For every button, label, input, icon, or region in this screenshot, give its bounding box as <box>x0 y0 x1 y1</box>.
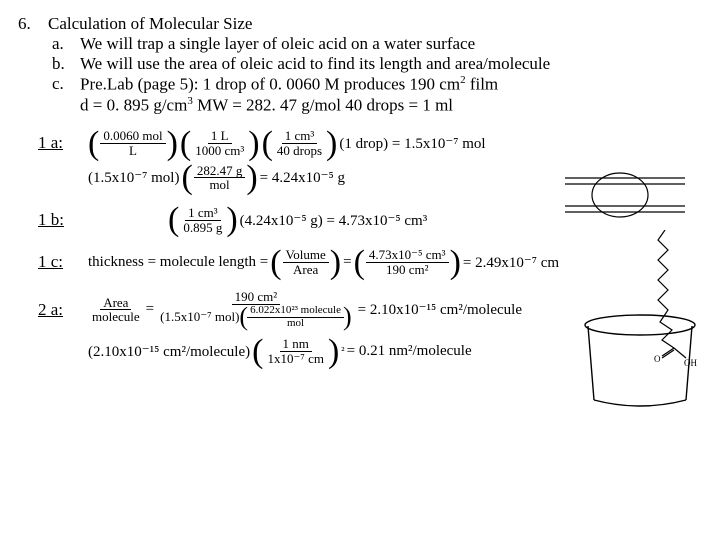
equation-1a: ( 0.0060 molL ) ( 1 L1000 cm³ ) ( 1 cm³4… <box>88 129 486 157</box>
sub-text: Pre.Lab (page 5): 1 drop of 0. 0060 M pr… <box>80 74 712 95</box>
equation-1c: thickness = molecule length = ( VolumeAr… <box>88 248 559 276</box>
film-text: film <box>466 75 499 94</box>
sub-letter: c. <box>52 74 80 95</box>
svg-text:OH: OH <box>684 358 697 368</box>
sub-text: We will trap a single layer of oleic aci… <box>80 34 712 54</box>
prelab-text: Pre.Lab (page 5): 1 drop of 0. 0060 M pr… <box>80 75 460 94</box>
section-title: Calculation of Molecular Size <box>48 14 252 34</box>
step-label-1a: 1 a: <box>38 133 88 153</box>
svg-text:O: O <box>654 354 661 364</box>
equation-2a-part2: (2.10x10⁻¹⁵ cm²/molecule) ( 1 nm1x10⁻⁷ c… <box>88 337 472 365</box>
sub-letter: a. <box>52 34 80 54</box>
step-label-1b: 1 b: <box>38 210 88 230</box>
equation-1b: ( 1 cm³0.895 g ) (4.24x10⁻⁵ g) = 4.73x10… <box>168 206 427 234</box>
constants-text: d = 0. 895 g/cm3 MW = 282. 47 g/mol 40 d… <box>80 95 712 116</box>
equation-1a-part2: (1.5x10⁻⁷ mol) ( 282.47 gmol ) = 4.24x10… <box>88 164 345 192</box>
apparatus-icon <box>560 170 690 220</box>
step-label-2a: 2 a: <box>38 300 88 320</box>
sub-text: We will use the area of oleic acid to fi… <box>80 54 712 74</box>
step-label-1c: 1 c: <box>38 252 88 272</box>
sub-letter: b. <box>52 54 80 74</box>
beaker-diagram: O OH <box>580 230 710 440</box>
item-number: 6. <box>18 14 48 34</box>
equation-2a: Areamolecule = 190 cm² (1.5x10⁻⁷ mol) ( … <box>88 290 522 329</box>
